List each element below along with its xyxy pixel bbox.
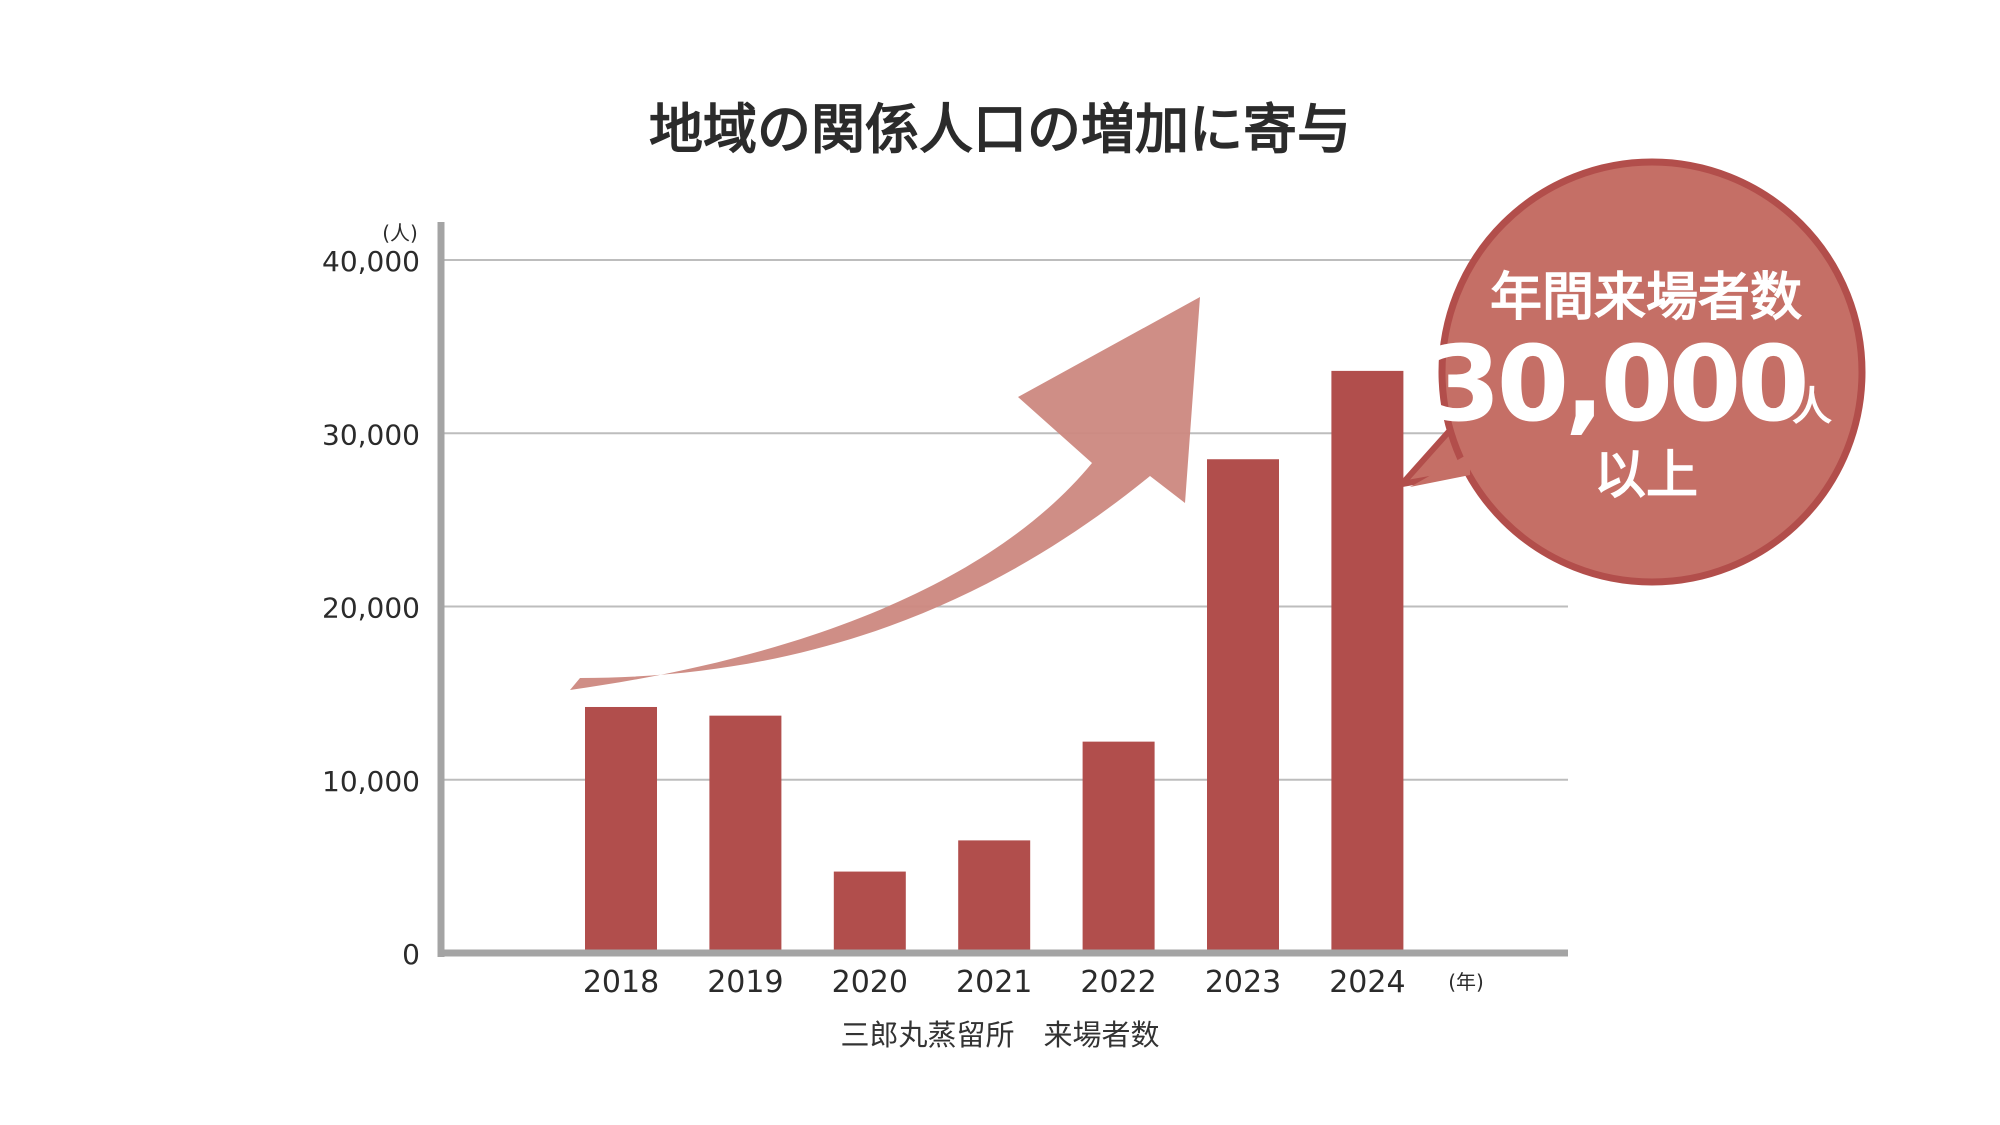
bar-2020	[833, 871, 906, 953]
bar-2022	[1082, 741, 1155, 953]
callout-bubble: 年間来場者数 30,000 人 以上	[1399, 158, 1866, 586]
callout-number: 30,000	[1428, 323, 1805, 445]
x-axis-unit: (年)	[1448, 970, 1484, 994]
bar-2024	[1331, 370, 1404, 953]
y-tick-label: 40,000	[322, 245, 420, 278]
trend-arrow-icon	[570, 297, 1200, 690]
callout-pointer-fill	[1410, 453, 1470, 487]
y-tick-label: 0	[402, 938, 420, 971]
x-tick-label: 2018	[583, 965, 659, 1000]
x-tick-label: 2024	[1329, 965, 1405, 1000]
x-axis-label: 三郎丸蒸留所 来場者数	[840, 1018, 1159, 1052]
bar-2023	[1207, 459, 1279, 953]
y-axis-unit: (人)	[382, 221, 418, 245]
bars	[585, 370, 1404, 953]
x-tick-label: 2021	[956, 965, 1032, 1000]
callout-circle	[1438, 158, 1866, 586]
y-tick-label: 10,000	[322, 765, 420, 798]
callout-line1: 年間来場者数	[1490, 268, 1802, 328]
x-tick-label: 2020	[832, 965, 908, 1000]
bar-2021	[958, 840, 1031, 953]
x-tick-label: 2022	[1080, 965, 1156, 1000]
y-tick-label: 20,000	[322, 592, 420, 625]
x-tick-label: 2019	[707, 965, 783, 1000]
bar-2018	[585, 706, 657, 953]
callout-unit: 人	[1792, 384, 1832, 430]
x-tick-labels: 2018 2019 2020 2021 2022 2023 2024	[583, 965, 1406, 1000]
bar-2019	[709, 715, 782, 953]
y-tick-labels: 0 10,000 20,000 30,000 40,000	[322, 245, 420, 971]
chart-title: 地域の関係人口の増加に寄与	[649, 97, 1351, 161]
x-tick-label: 2023	[1205, 965, 1281, 1000]
callout-line3: 以上	[1594, 446, 1698, 506]
y-tick-label: 30,000	[322, 418, 420, 451]
